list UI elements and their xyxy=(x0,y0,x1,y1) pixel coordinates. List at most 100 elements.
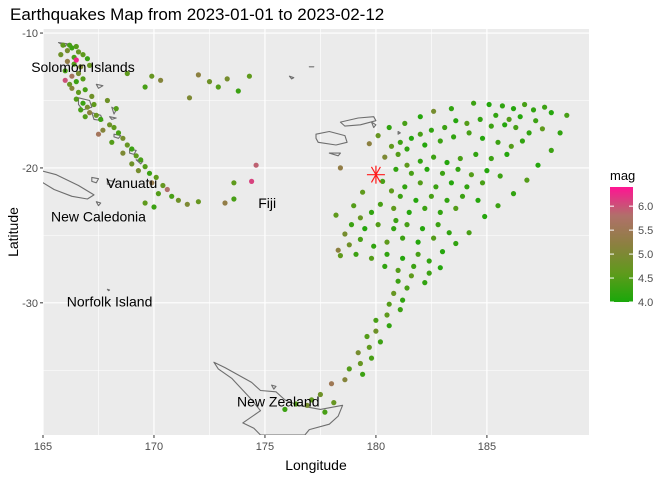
earthquake-point xyxy=(353,251,359,257)
earthquake-point xyxy=(149,73,155,79)
earthquake-point xyxy=(293,401,299,407)
coastline xyxy=(339,116,377,127)
earthquake-point xyxy=(417,180,423,186)
earthquake-point xyxy=(331,400,337,406)
earthquake-point xyxy=(58,52,64,58)
earthquake-point xyxy=(164,186,170,193)
x-tick-label: 170 xyxy=(145,441,163,453)
coastline xyxy=(106,288,111,292)
earthquake-point xyxy=(368,209,375,215)
earthquake-point xyxy=(488,123,494,129)
earthquake-point xyxy=(539,126,546,132)
legend-ticks: 4.0 4.5 5.0 5.5 6.0 xyxy=(610,201,653,309)
earthquake-point xyxy=(364,333,370,340)
place-label: New Caledonia xyxy=(51,208,146,224)
earthquake-point xyxy=(479,135,486,141)
earthquake-point xyxy=(93,112,99,118)
earthquake-point xyxy=(120,150,126,156)
earthquake-point xyxy=(78,107,84,113)
earthquake-point xyxy=(473,151,479,157)
earthquake-point xyxy=(400,255,406,261)
earthquake-point xyxy=(404,222,410,228)
x-tick-label: 185 xyxy=(478,441,496,453)
earthquake-point xyxy=(366,344,372,350)
earthquake-point xyxy=(391,205,397,211)
earthquake-point xyxy=(499,103,505,109)
earthquake-point xyxy=(82,114,88,120)
earthquake-point xyxy=(431,154,437,160)
earthquake-point xyxy=(459,193,466,199)
earthquake-point xyxy=(426,258,432,264)
earthquake-point xyxy=(400,297,406,303)
earthquake-point xyxy=(371,243,377,249)
earthquake-point xyxy=(124,70,130,77)
earthquake-point xyxy=(231,180,237,186)
chart-title: Earthquakes Map from 2023-01-01 to 2023-… xyxy=(10,5,384,24)
earthquake-point xyxy=(564,112,570,118)
earthquake-point xyxy=(91,101,97,108)
earthquake-point xyxy=(73,79,79,85)
earthquake-point xyxy=(75,70,82,77)
coastline xyxy=(43,170,95,200)
earthquake-point xyxy=(87,110,93,116)
earthquake-point xyxy=(206,79,213,85)
coastline xyxy=(288,75,295,80)
coastline xyxy=(397,130,401,135)
earthquake-point xyxy=(413,197,419,203)
earthquake-point xyxy=(397,139,403,145)
earthquake-point xyxy=(533,118,539,124)
earthquake-point xyxy=(64,48,70,54)
legend-tick-label: 5.5 xyxy=(638,225,653,237)
earthquake-point xyxy=(224,76,230,82)
earthquake-point xyxy=(506,116,512,122)
earthquake-point xyxy=(402,120,408,126)
earthquake-point xyxy=(80,76,86,82)
earthquake-point xyxy=(80,52,86,58)
earthquake-point xyxy=(386,124,392,131)
earthquake-point xyxy=(138,157,144,163)
earthquake-point xyxy=(404,162,410,168)
earthquake-point xyxy=(362,226,368,232)
earthquake-point xyxy=(391,226,397,232)
y-axis-ticks: -10 -20 -30 xyxy=(22,28,43,310)
coastline xyxy=(95,201,102,207)
earthquake-point xyxy=(146,170,153,176)
earthquake-point xyxy=(497,173,503,179)
earthquake-point xyxy=(453,118,459,124)
earthquake-point xyxy=(417,114,423,120)
earthquake-point xyxy=(479,180,486,186)
place-label: Vanuatu xyxy=(106,175,157,191)
earthquake-point xyxy=(406,209,412,215)
earthquake-point xyxy=(87,62,93,68)
earthquake-point xyxy=(129,161,135,167)
earthquake-point xyxy=(439,170,446,176)
earthquake-point xyxy=(431,235,437,241)
earthquake-point xyxy=(444,159,450,166)
earthquake-point xyxy=(71,61,77,67)
earthquake-point xyxy=(368,355,375,361)
earthquake-point xyxy=(464,120,470,126)
x-axis-title: Longitude xyxy=(285,457,347,473)
earthquake-point xyxy=(69,85,75,91)
coastline xyxy=(106,179,115,187)
plot-panel xyxy=(43,29,589,435)
earthquake-point xyxy=(351,203,357,209)
earthquake-point xyxy=(133,153,139,159)
earthquake-point xyxy=(397,193,403,199)
earthquake-point xyxy=(386,323,392,329)
earthquake-point xyxy=(517,114,523,120)
earthquake-point xyxy=(249,178,255,184)
earthquake-point xyxy=(437,138,443,144)
place-label: New Zealand xyxy=(237,393,320,409)
earthquake-point xyxy=(495,139,501,145)
earthquake-point xyxy=(104,97,110,104)
coastline xyxy=(271,384,277,390)
earthquake-point xyxy=(155,191,161,197)
earthquake-point xyxy=(153,174,159,180)
earthquake-point xyxy=(151,204,157,210)
place-label: Fiji xyxy=(258,195,276,211)
earthquake-point xyxy=(335,247,341,253)
earthquake-point xyxy=(437,209,443,215)
earthquake-point xyxy=(548,110,554,116)
